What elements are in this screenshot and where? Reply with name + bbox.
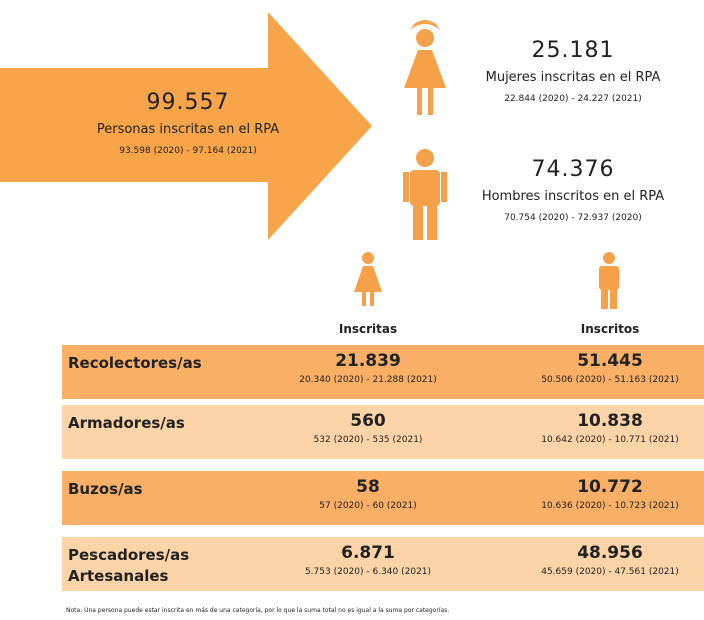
table-row: Pescadores/as Artesanales 6.871 5.753 (202… xyxy=(62,537,704,591)
women-detail: 20.340 (2020) - 21.288 (2021) xyxy=(299,375,437,385)
row-label: Buzos/as xyxy=(68,480,143,498)
row-label: Recolectores/as xyxy=(68,354,202,372)
column-header: Inscritas xyxy=(338,322,398,336)
men-detail: 70.754 (2020) - 72.937 (2020) xyxy=(504,213,642,223)
woman-small-icon xyxy=(354,252,382,306)
man-small-icon xyxy=(599,252,619,309)
total-label: Personas inscritas en el RPA xyxy=(96,122,280,137)
table-row: Recolectores/as 21.839 20.340 (2020) - 21.… xyxy=(62,345,704,399)
woman-icon xyxy=(404,20,446,115)
table-row: Buzos/as 58 57 (2020) - 60 (2021) 10.772 10.… xyxy=(62,471,704,525)
men-detail: 45.659 (2020) - 47.561 (2021) xyxy=(541,567,679,577)
women-detail: 22.844 (2020) - 24.227 (2021) xyxy=(504,94,642,104)
men-label: Hombres inscritos en el RPA xyxy=(481,189,665,204)
women-detail: 532 (2020) - 535 (2021) xyxy=(313,435,423,445)
men-detail: 50.506 (2020) - 51.163 (2021) xyxy=(541,375,679,385)
women-value: 25.181 xyxy=(531,38,615,63)
women-value: 560 xyxy=(350,411,386,431)
women-detail: 5.753 (2020) - 6.340 (2021) xyxy=(304,567,432,577)
men-value: 10.838 xyxy=(577,411,643,431)
total-detail: 93.598 (2020) - 97.164 (2021) xyxy=(119,146,257,156)
arrow xyxy=(0,12,372,240)
column-header: Inscritos xyxy=(580,322,640,336)
row-label: Pescadores/as Artesanales xyxy=(68,546,190,585)
women-value: 58 xyxy=(356,477,380,497)
men-detail: 10.636 (2020) - 10.723 (2021) xyxy=(541,501,679,511)
women-label: Mujeres inscritas en el RPA xyxy=(485,70,661,85)
men-value: 74.376 xyxy=(531,157,615,182)
note: Nota: Una persona puede estar inscrita e… xyxy=(66,607,450,614)
men-value: 51.445 xyxy=(577,351,643,371)
table-row: Armadores/as 560 532 (2020) - 535 (2021) 10… xyxy=(62,405,704,459)
women-value: 21.839 xyxy=(335,351,401,371)
man-icon xyxy=(403,149,447,240)
men-value: 48.956 xyxy=(577,543,643,563)
men-detail: 10.642 (2020) - 10.771 (2021) xyxy=(541,435,679,445)
row-label: Armadores/as xyxy=(68,414,185,432)
women-value: 6.871 xyxy=(341,543,395,563)
men-value: 10.772 xyxy=(577,477,643,497)
total-value: 99.557 xyxy=(146,90,230,115)
women-detail: 57 (2020) - 60 (2021) xyxy=(319,501,417,511)
